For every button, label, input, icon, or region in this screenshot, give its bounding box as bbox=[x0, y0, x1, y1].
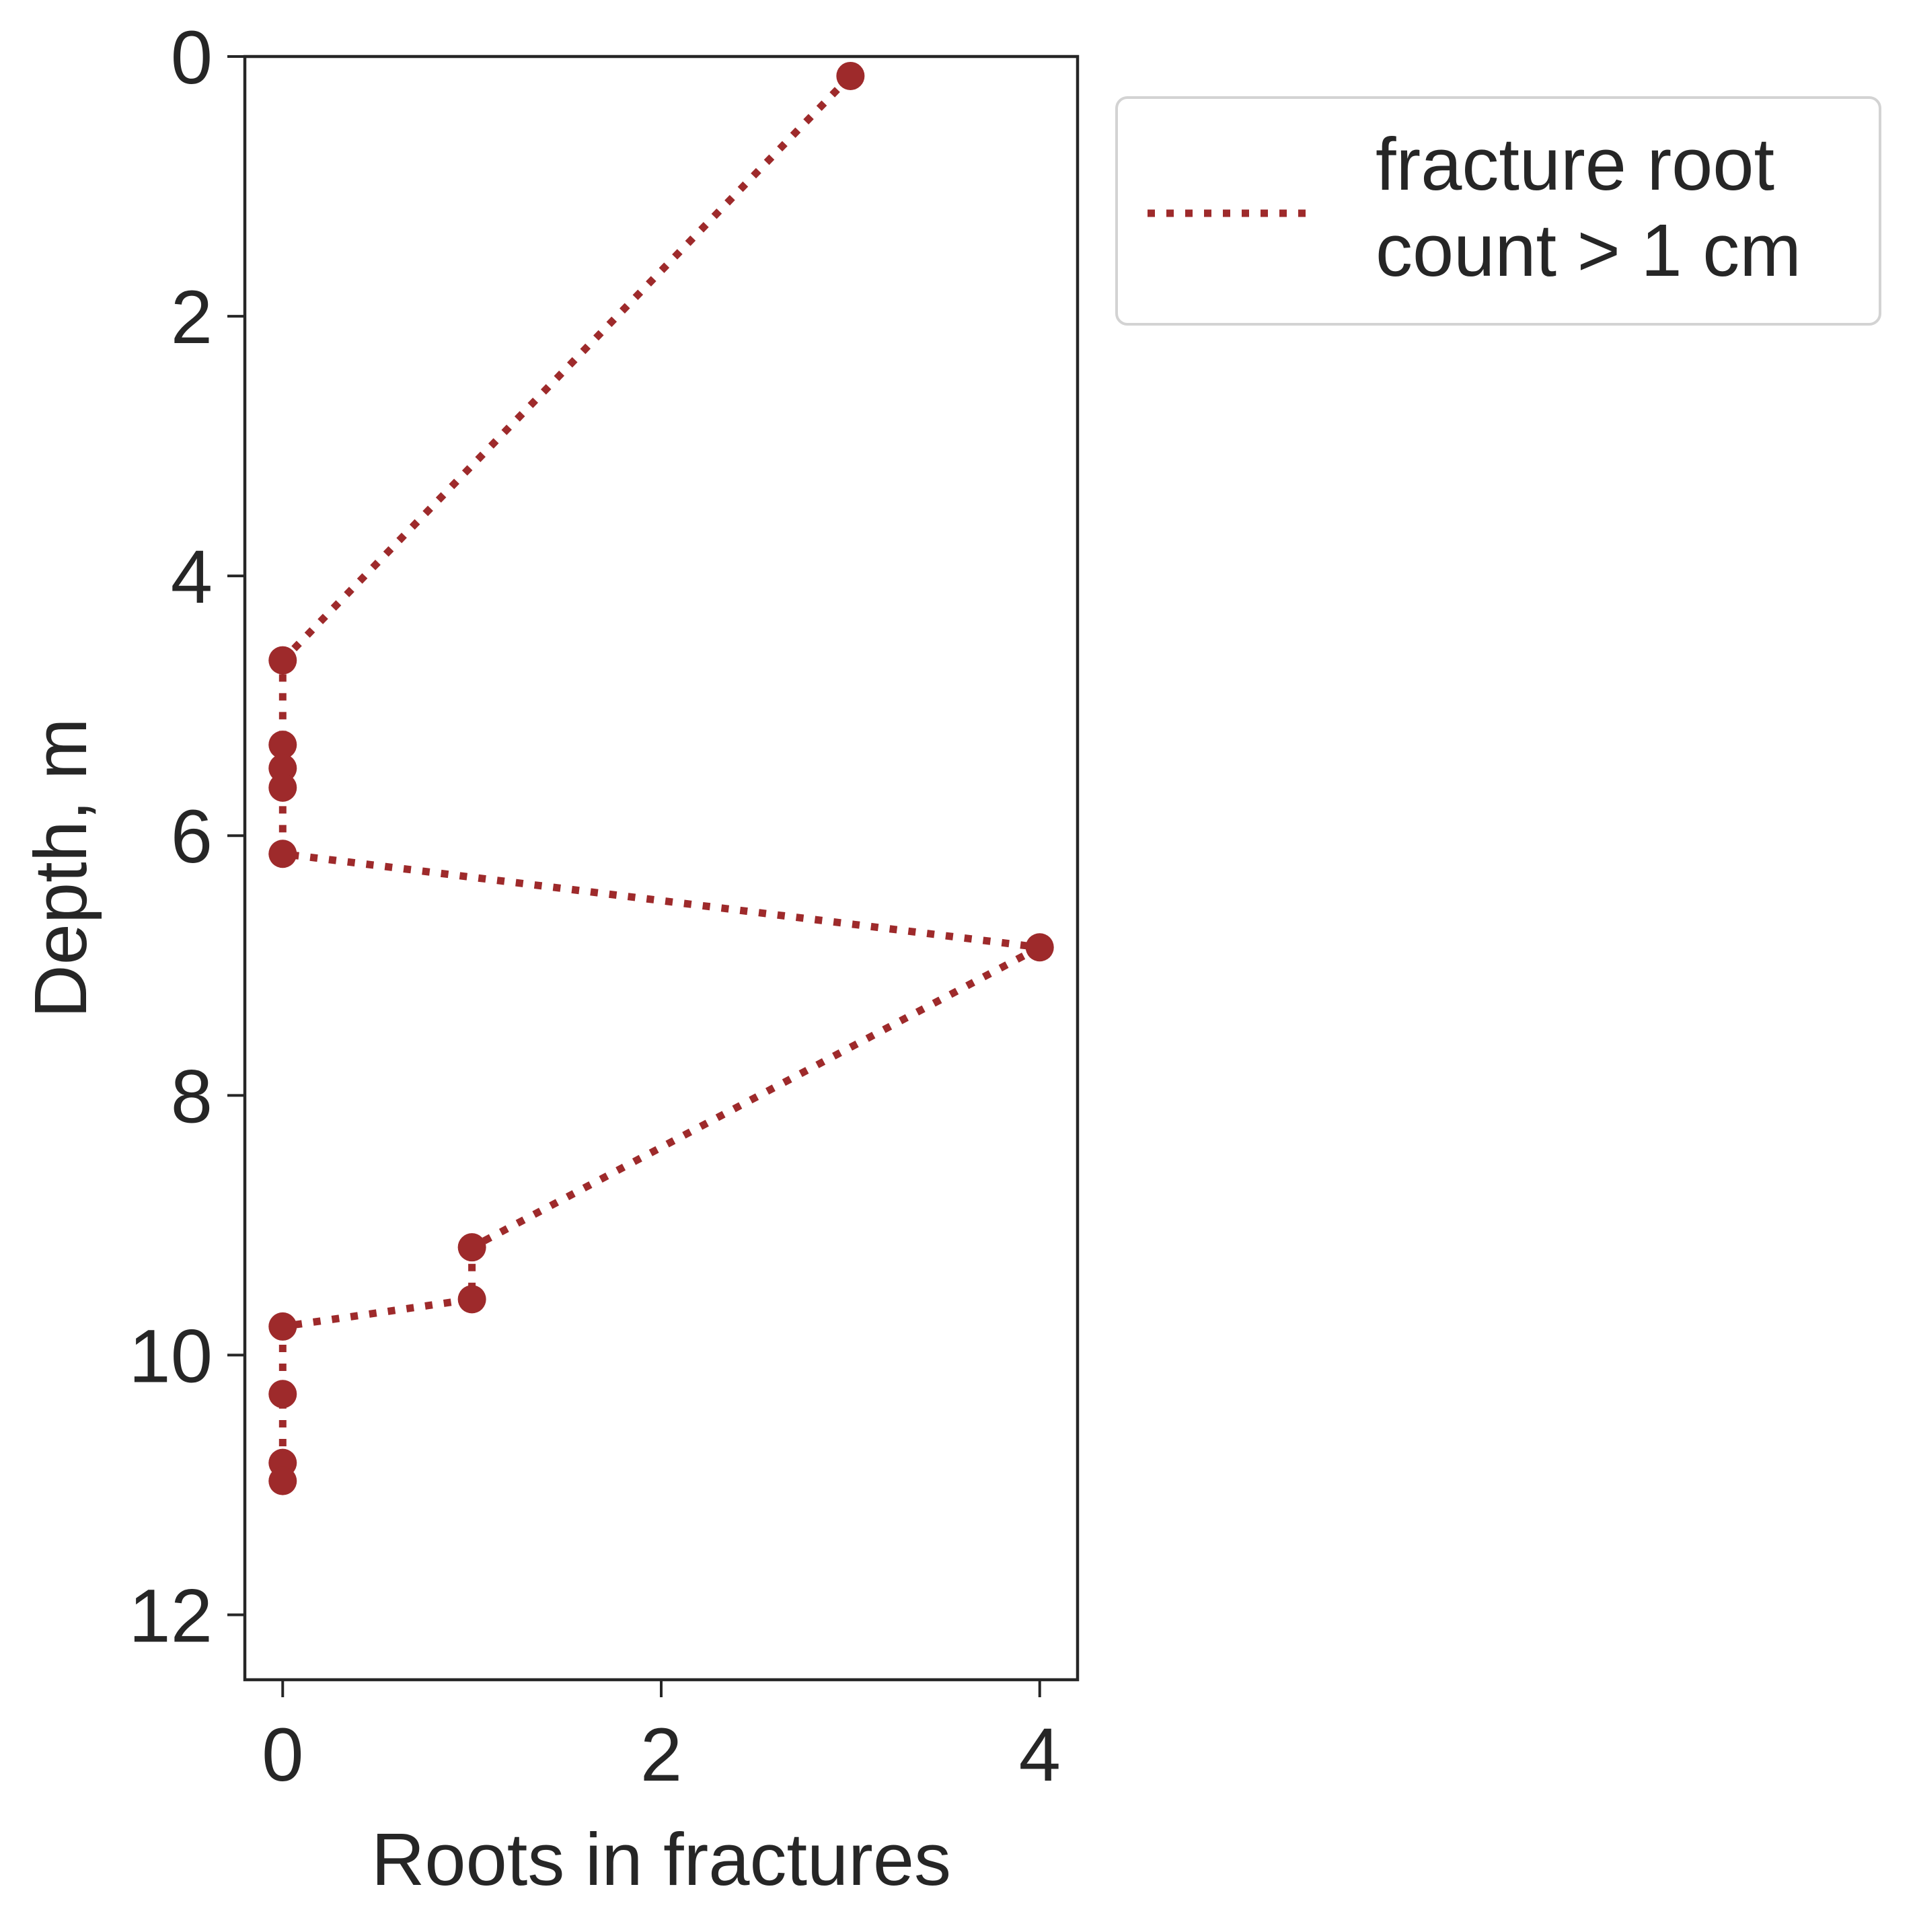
y-tick-label: 10 bbox=[128, 1314, 213, 1398]
data-point bbox=[268, 840, 297, 868]
y-tick-label: 4 bbox=[171, 535, 213, 619]
legend: fracture root count > 1 cm bbox=[1115, 96, 1881, 326]
x-axis-ticks: 0 2 4 bbox=[262, 1680, 1061, 1797]
legend-entry-label: fracture root count > 1 cm bbox=[1376, 123, 1801, 292]
x-tick-label: 4 bbox=[1019, 1713, 1061, 1797]
legend-box bbox=[1115, 96, 1881, 326]
series-points bbox=[268, 61, 1054, 1495]
data-point bbox=[268, 773, 297, 802]
data-point bbox=[457, 1233, 486, 1262]
data-point bbox=[457, 1285, 486, 1314]
data-point bbox=[268, 731, 297, 759]
y-axis-ticks: 0 2 4 6 8 10 12 bbox=[128, 15, 245, 1658]
y-tick-label: 8 bbox=[171, 1054, 213, 1138]
data-point bbox=[268, 753, 297, 782]
data-point bbox=[1025, 933, 1054, 962]
y-tick-label: 6 bbox=[171, 794, 213, 879]
series-fracture-root-count bbox=[268, 61, 1054, 1495]
axes: 0 2 4 0 2 4 6 8 10 12 Roots in fractures Depth, … bbox=[20, 15, 1080, 1901]
x-tick-label: 2 bbox=[640, 1713, 682, 1797]
data-point bbox=[268, 1466, 297, 1495]
data-point bbox=[268, 1380, 297, 1409]
data-point bbox=[268, 646, 297, 675]
x-tick-label: 0 bbox=[262, 1713, 303, 1797]
y-tick-label: 12 bbox=[128, 1573, 213, 1658]
data-point bbox=[268, 1312, 297, 1341]
series-line bbox=[278, 73, 1052, 1481]
y-axis-label: Depth, m bbox=[20, 718, 102, 1018]
data-point bbox=[836, 61, 865, 90]
y-tick-label: 2 bbox=[171, 275, 213, 359]
x-axis-label: Roots in fractures bbox=[371, 1818, 951, 1901]
y-tick-label: 0 bbox=[171, 15, 213, 100]
